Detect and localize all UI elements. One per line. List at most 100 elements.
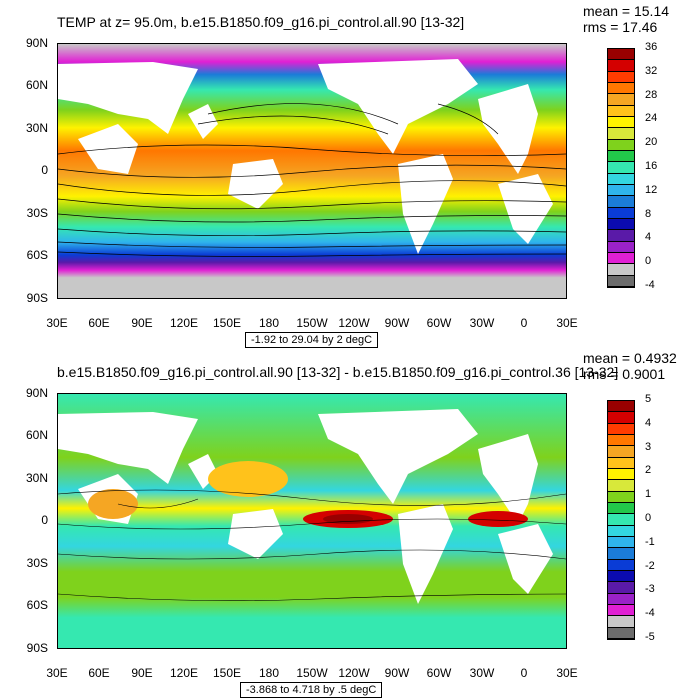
colorbar-label: -1 [645, 535, 655, 548]
rms-label: rms = 0.9001 [583, 366, 666, 382]
colorbar-swatch [608, 537, 634, 549]
colorbar-swatch [608, 616, 634, 628]
contour-info: -1.92 to 29.04 by 2 degC [245, 332, 379, 348]
rms-label: rms = 17.46 [583, 19, 658, 35]
x-tick-120e: 120E [169, 666, 199, 680]
land-masses [58, 59, 553, 254]
y-tick-90n: 90N [25, 36, 48, 50]
y-tick-60s: 60S [26, 598, 48, 612]
colorbar-swatch [608, 105, 634, 117]
colorbar-swatch [608, 525, 634, 537]
colorbar-label: 0 [645, 512, 652, 524]
colorbar-swatch [608, 423, 634, 435]
x-tick-90w: 90W [384, 666, 410, 680]
colorbar-swatch [608, 605, 634, 617]
colorbar-label: 0 [645, 255, 652, 268]
chart-title: TEMP at z= 95.0m, b.e15.B1850.f09_g16.pi… [57, 14, 465, 30]
colorbar-swatch [608, 49, 634, 61]
colorbar-label: 16 [645, 160, 658, 172]
y-tick-30n: 30N [25, 121, 48, 135]
difference-map [58, 394, 566, 648]
x-tick-30e: 30E [46, 666, 68, 680]
colorbar-label: 28 [645, 88, 658, 101]
x-tick-30w: 30W [469, 316, 495, 330]
y-tick-30s: 30S [26, 206, 48, 220]
colorbar-label: 4 [645, 231, 652, 244]
x-tick-150e: 150E [212, 316, 242, 330]
x-tick-0: 0 [520, 666, 528, 680]
colorbar-label: -3 [645, 583, 655, 596]
y-tick-60n: 60N [25, 78, 48, 92]
colorbar-swatch [608, 582, 634, 594]
stats: mean = 15.14 rms = 17.46 [583, 3, 669, 35]
colorbar-label: -4 [645, 279, 655, 291]
x-tick-120w: 120W [338, 316, 370, 330]
x-tick-90w: 90W [384, 316, 410, 330]
colorbar-label: 1 [645, 488, 652, 501]
colorbar-swatch [608, 230, 634, 242]
colorbar [607, 400, 635, 640]
y-tick-90s: 90S [26, 641, 48, 655]
y-tick-60n: 60N [25, 428, 48, 442]
y-tick-30n: 30N [25, 471, 48, 485]
x-tick-60e: 60E [88, 666, 110, 680]
y-tick-0: 0 [41, 513, 48, 527]
colorbar-label: 8 [645, 207, 652, 220]
bottom-panel: mean = 0.4932 rms = 0.9001 b.e15.B1850.f… [0, 350, 700, 700]
colorbar-swatch [608, 253, 634, 265]
temperature-map [58, 44, 566, 298]
contour-lines [58, 489, 566, 601]
stats: mean = 0.4932 rms = 0.9001 [583, 350, 677, 382]
colorbar-swatch [608, 514, 634, 526]
contour-info: -3.868 to 4.718 by .5 degC [240, 682, 383, 698]
colorbar-swatch [608, 71, 634, 83]
map-plot [57, 393, 567, 649]
y-tick-90s: 90S [26, 291, 48, 305]
warm-anomalies [88, 461, 528, 528]
colorbar-swatch [608, 117, 634, 129]
colorbar-label: -4 [645, 607, 655, 620]
colorbar-label: 20 [645, 136, 658, 149]
x-tick-120e: 120E [169, 316, 199, 330]
y-tick-90n: 90N [25, 386, 48, 400]
colorbar-swatch [608, 151, 634, 163]
mean-label: mean = 15.14 [583, 3, 670, 19]
colorbar-swatch [608, 207, 634, 219]
colorbar-swatch [608, 480, 634, 492]
x-tick-180: 180 [258, 316, 280, 330]
colorbar-swatch [608, 401, 634, 413]
colorbar-swatch [608, 241, 634, 253]
colorbar-swatch [608, 627, 634, 639]
colorbar-swatch [608, 435, 634, 447]
colorbar-label: 4 [645, 416, 652, 429]
y-tick-60s: 60S [26, 248, 48, 262]
contour-lines [58, 103, 566, 257]
colorbar-swatch [608, 60, 634, 72]
colorbar-swatch [608, 264, 634, 276]
colorbar-label: 2 [645, 464, 652, 477]
colorbar-swatch [608, 94, 634, 106]
colorbar-label: 12 [645, 183, 658, 196]
colorbar-label: -2 [645, 559, 655, 572]
x-tick-60w: 60W [426, 666, 452, 680]
colorbar-swatch [608, 219, 634, 231]
colorbar-label: 5 [645, 393, 652, 405]
colorbar-swatch [608, 548, 634, 560]
x-tick-30e: 30E [46, 316, 68, 330]
x-tick-30e-end: 30E [556, 666, 578, 680]
colorbar-label: 36 [645, 41, 658, 53]
map-plot [57, 43, 567, 299]
colorbar-swatch [608, 412, 634, 424]
colorbar-swatch [608, 173, 634, 185]
colorbar-swatch [608, 162, 634, 174]
y-tick-0: 0 [41, 163, 48, 177]
y-tick-30s: 30S [26, 556, 48, 570]
colorbar-swatch [608, 83, 634, 95]
x-tick-90e: 90E [131, 316, 153, 330]
x-tick-150w: 150W [296, 316, 328, 330]
mean-label: mean = 0.4932 [583, 350, 677, 366]
colorbar-swatch [608, 275, 634, 287]
x-tick-150e: 150E [212, 666, 242, 680]
x-tick-30w: 30W [469, 666, 495, 680]
colorbar-swatch [608, 457, 634, 469]
